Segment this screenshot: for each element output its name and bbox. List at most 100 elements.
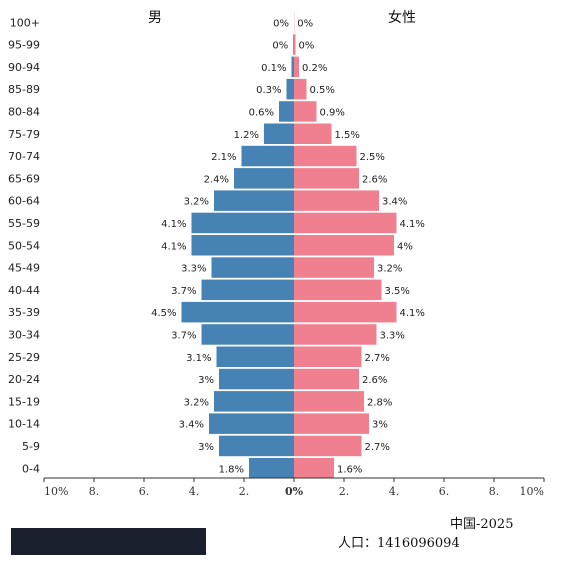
male-bar-0-4 bbox=[249, 458, 294, 479]
female-bar-10-14 bbox=[294, 413, 369, 434]
age-label: 90-94 bbox=[8, 61, 40, 74]
male-percent-label: 4.1% bbox=[161, 241, 186, 252]
male-bar-20-24 bbox=[219, 368, 294, 390]
male-bar-5-9 bbox=[219, 435, 294, 457]
male-percent-label: 0.6% bbox=[249, 107, 274, 118]
age-label: 75-79 bbox=[8, 128, 40, 141]
female-percent-label: 3% bbox=[372, 420, 388, 431]
male-bar-95-99 bbox=[293, 34, 294, 55]
male-percent-label: 3% bbox=[198, 442, 214, 453]
age-label: 20-24 bbox=[8, 373, 40, 386]
female-bar-65-69 bbox=[294, 168, 359, 189]
x-tick-label: 2. bbox=[339, 485, 350, 498]
female-percent-label: 2.8% bbox=[367, 397, 392, 408]
female-percent-label: 3.2% bbox=[377, 264, 402, 275]
female-percent-label: 1.5% bbox=[335, 130, 360, 141]
population-label: 人口：1416096094 bbox=[338, 536, 460, 551]
age-labels-group: 100+ 95-99 90-94 85-89 80-84 75-79 70-74 65-69 6… bbox=[8, 16, 40, 475]
age-label: 65-69 bbox=[8, 172, 40, 185]
male-bar-10-14 bbox=[209, 413, 294, 434]
male-percent-label: 3.7% bbox=[171, 286, 196, 297]
x-tick-label: 10% bbox=[520, 485, 544, 498]
male-percent-label: 3.7% bbox=[171, 330, 196, 341]
male-percent-label: 3.2% bbox=[184, 197, 209, 208]
female-percent-label: 0% bbox=[299, 41, 315, 52]
female-bar-35-39 bbox=[294, 301, 397, 323]
female-bar-85-89 bbox=[294, 78, 307, 100]
x-tick-label: 8. bbox=[489, 485, 500, 498]
age-label: 10-14 bbox=[8, 418, 40, 431]
female-percent-label: 4% bbox=[397, 241, 413, 252]
female-percent-label: 2.6% bbox=[362, 174, 387, 185]
male-bar-65-69 bbox=[234, 168, 294, 189]
age-label: 0-4 bbox=[22, 462, 40, 475]
x-tick-label: 8. bbox=[89, 485, 100, 498]
female-bar-20-24 bbox=[294, 368, 359, 390]
female-percent-label: 3.5% bbox=[385, 286, 410, 297]
female-bar-80-84 bbox=[294, 101, 317, 122]
male-bar-90-94 bbox=[291, 56, 294, 78]
female-bar-45-49 bbox=[294, 257, 374, 278]
dark-banner bbox=[11, 528, 206, 555]
x-tick-label: 6. bbox=[439, 485, 450, 498]
male-bar-25-29 bbox=[216, 346, 294, 367]
male-label: 男 bbox=[148, 10, 162, 26]
age-label: 100+ bbox=[10, 16, 40, 29]
male-bar-45-49 bbox=[211, 257, 294, 278]
age-label: 5-9 bbox=[22, 440, 40, 453]
male-percent-label: 3% bbox=[198, 375, 214, 386]
female-percent-label: 0.2% bbox=[302, 63, 327, 74]
male-bar-75-79 bbox=[264, 123, 294, 144]
male-percent-label: 0.3% bbox=[256, 85, 281, 96]
female-bar-75-79 bbox=[294, 123, 332, 144]
age-label: 30-34 bbox=[8, 328, 40, 341]
female-bar-25-29 bbox=[294, 346, 362, 367]
male-bar-85-89 bbox=[286, 78, 294, 100]
male-percent-label: 0% bbox=[272, 41, 288, 52]
female-percent-label: 2.6% bbox=[362, 375, 387, 386]
female-percent-label: 3.3% bbox=[380, 330, 405, 341]
male-percent-label: 4.5% bbox=[151, 308, 176, 319]
female-label: 女性 bbox=[388, 9, 416, 26]
female-percent-label: 3.4% bbox=[382, 197, 407, 208]
x-tick-label: 6. bbox=[139, 485, 150, 498]
female-percent-label: 0% bbox=[297, 18, 313, 29]
female-percent-label: 4.1% bbox=[400, 308, 425, 319]
male-bar-55-59 bbox=[191, 212, 294, 234]
male-percent-label: 0.1% bbox=[261, 63, 286, 74]
male-percent-label: 3.1% bbox=[186, 353, 211, 364]
female-bar-15-19 bbox=[294, 391, 364, 412]
x-ticks-group: 10% 8. 6. 4. 2. 0% 2. 4. 6. 8. 10% bbox=[43, 478, 545, 498]
age-label: 55-59 bbox=[8, 217, 40, 230]
chart-title: 中国-2025 bbox=[450, 517, 514, 532]
age-label: 15-19 bbox=[8, 395, 40, 408]
male-bar-50-54 bbox=[191, 235, 294, 256]
female-percent-label: 4.1% bbox=[400, 219, 425, 230]
female-percent-label: 2.5% bbox=[360, 152, 385, 163]
x-tick-label: 0% bbox=[285, 485, 304, 498]
female-bar-55-59 bbox=[294, 212, 397, 234]
female-bar-90-94 bbox=[294, 56, 299, 78]
age-label: 25-29 bbox=[8, 351, 40, 364]
age-label: 40-44 bbox=[8, 284, 40, 297]
female-percent-label: 2.7% bbox=[365, 442, 390, 453]
male-percent-label: 2.1% bbox=[211, 152, 236, 163]
age-label: 80-84 bbox=[8, 105, 40, 118]
female-percent-label: 1.6% bbox=[337, 464, 362, 475]
age-label: 35-39 bbox=[8, 306, 40, 319]
male-percent-label: 3.3% bbox=[181, 264, 206, 275]
age-label: 85-89 bbox=[8, 83, 40, 96]
male-bar-15-19 bbox=[214, 391, 294, 412]
male-percent-label: 0% bbox=[273, 18, 289, 29]
bars-group bbox=[181, 12, 397, 479]
male-percent-label: 2.4% bbox=[204, 174, 229, 185]
female-percent-label: 2.7% bbox=[365, 353, 390, 364]
female-percent-label: 0.5% bbox=[310, 85, 335, 96]
male-percent-label: 3.2% bbox=[184, 397, 209, 408]
age-label: 60-64 bbox=[8, 195, 40, 208]
male-bar-30-34 bbox=[201, 324, 294, 345]
female-bar-5-9 bbox=[294, 435, 362, 457]
x-tick-label: 4. bbox=[389, 485, 400, 498]
male-percent-label: 1.2% bbox=[234, 130, 259, 141]
